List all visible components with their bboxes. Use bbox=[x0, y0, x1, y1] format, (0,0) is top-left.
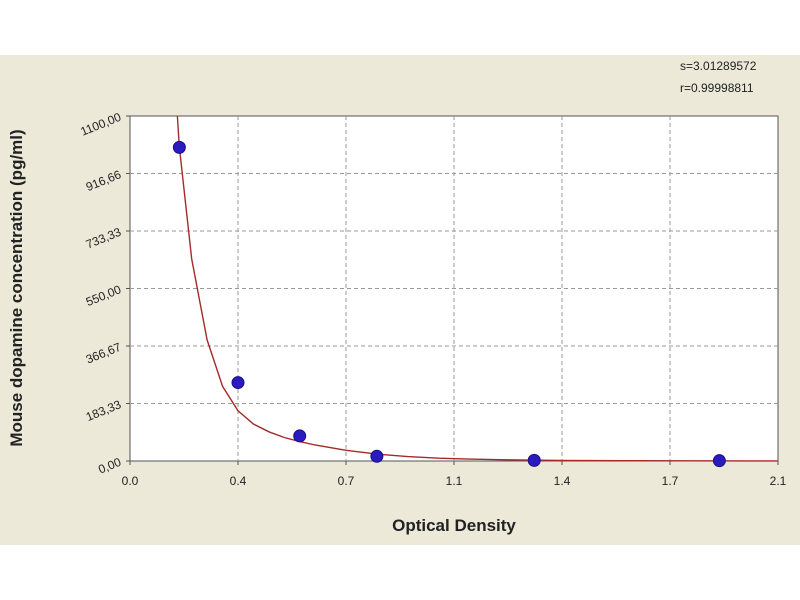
y-axis-title: Mouse dopamine concentration (pg/ml) bbox=[7, 129, 26, 446]
stat-s-value: s=3.01289572 bbox=[680, 59, 757, 73]
y-tick-label: 550,00 bbox=[84, 282, 124, 309]
data-point bbox=[172, 140, 186, 154]
fitted-curve-line bbox=[178, 147, 778, 462]
data-point bbox=[293, 429, 307, 443]
x-tick-label: 2.1 bbox=[770, 474, 787, 488]
x-tick-label: 0.4 bbox=[230, 474, 247, 488]
data-point bbox=[527, 453, 541, 467]
grid-lines bbox=[130, 116, 778, 461]
x-tick-label: 0.7 bbox=[338, 474, 355, 488]
data-point bbox=[712, 454, 726, 468]
x-axis-ticks: 0.0 0.4 0.7 1.1 1.4 1.7 2.1 bbox=[122, 461, 787, 488]
data-points bbox=[172, 140, 726, 468]
y-tick-label: 916,66 bbox=[84, 167, 124, 194]
y-tick-label: 366,67 bbox=[84, 340, 124, 367]
data-point bbox=[370, 449, 384, 463]
stat-r-value: r=0.99998811 bbox=[680, 81, 754, 95]
x-tick-label: 1.7 bbox=[662, 474, 679, 488]
x-tick-label: 1.4 bbox=[554, 474, 571, 488]
x-tick-label: 1.1 bbox=[446, 474, 463, 488]
y-tick-label: 1100,00 bbox=[78, 110, 123, 139]
y-axis-ticks: 0,00 183,33 366,67 550,00 733,33 916,66 1100,0… bbox=[78, 110, 130, 477]
y-tick-label: 733,33 bbox=[84, 225, 124, 252]
y-tick-label: 183,33 bbox=[84, 397, 124, 424]
data-point bbox=[231, 376, 245, 390]
x-axis-title: Optical Density bbox=[392, 516, 516, 535]
y-tick-label: 0,00 bbox=[96, 455, 123, 477]
x-tick-label: 0.0 bbox=[122, 474, 139, 488]
